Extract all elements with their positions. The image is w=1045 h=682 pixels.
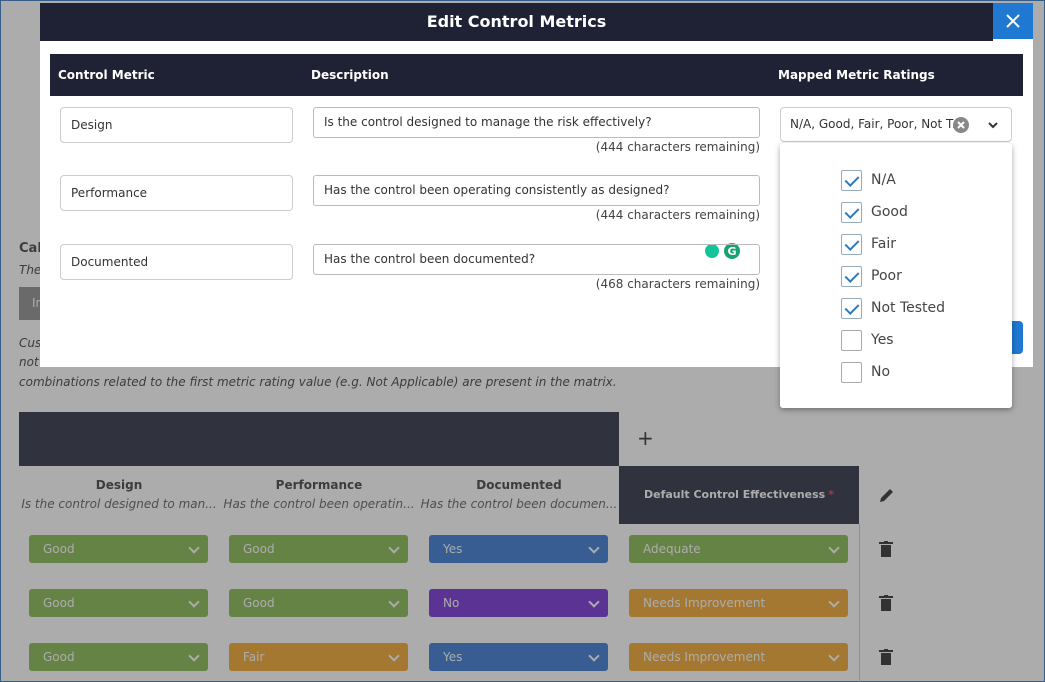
metric-input[interactable]: Performance bbox=[60, 175, 293, 211]
checkbox[interactable] bbox=[841, 330, 862, 351]
trash-icon bbox=[879, 595, 893, 611]
metric-input[interactable]: Documented bbox=[60, 244, 293, 280]
modal-title: Edit Control Metrics bbox=[40, 3, 993, 41]
trash-icon bbox=[879, 541, 893, 557]
rating-select[interactable]: Needs Improvement bbox=[629, 643, 848, 671]
description-textarea[interactable]: Is the control designed to manage the ri… bbox=[313, 107, 760, 138]
grammarly-icons: G bbox=[705, 243, 740, 259]
rating-select[interactable]: Good bbox=[29, 535, 208, 563]
ratings-select[interactable]: N/A, Good, Fair, Poor, Not T... bbox=[780, 107, 1012, 142]
delete-button[interactable] bbox=[879, 649, 893, 665]
checkbox[interactable] bbox=[841, 298, 862, 319]
label: Default Control Effectiveness bbox=[643, 488, 826, 501]
rating-select[interactable]: Good bbox=[29, 643, 208, 671]
clear-icon[interactable] bbox=[952, 116, 970, 134]
rating-select[interactable]: Adequate bbox=[629, 535, 848, 563]
column-description: Has the control been operatin... bbox=[223, 497, 415, 511]
option-label[interactable]: N/A bbox=[871, 172, 896, 188]
text-fragment: Cal bbox=[19, 241, 42, 256]
close-button[interactable] bbox=[993, 3, 1033, 39]
text-fragment: The bbox=[19, 263, 42, 277]
default-column-header bbox=[619, 466, 859, 524]
checkbox[interactable] bbox=[841, 170, 862, 191]
rating-select[interactable]: Yes bbox=[429, 643, 608, 671]
column-description: Is the control designed to man... bbox=[21, 497, 217, 511]
column-header: Description bbox=[311, 68, 389, 82]
checkbox[interactable] bbox=[841, 234, 862, 255]
column-name: Design bbox=[95, 478, 143, 492]
rating-select[interactable]: No bbox=[429, 589, 608, 617]
table-header: Control Metric Description Mapped Metric R… bbox=[50, 54, 1023, 96]
text-fragment: not bbox=[19, 355, 39, 369]
delete-button[interactable] bbox=[879, 595, 893, 611]
divider bbox=[859, 524, 860, 682]
characters-remaining: (444 characters remaining) bbox=[595, 208, 760, 222]
column-description: Has the control been documen... bbox=[420, 497, 618, 511]
rating-select[interactable]: Good bbox=[229, 589, 408, 617]
svg-text:G: G bbox=[727, 245, 736, 258]
edit-icon[interactable] bbox=[878, 486, 896, 504]
text-fragment: In bbox=[32, 296, 44, 310]
add-button[interactable]: + bbox=[637, 426, 654, 450]
text-fragment: Cus bbox=[19, 336, 42, 350]
checkbox[interactable] bbox=[841, 202, 862, 223]
required-mark: * bbox=[828, 488, 834, 501]
checkbox[interactable] bbox=[841, 362, 862, 383]
metric-input[interactable]: Design bbox=[60, 107, 293, 143]
option-label[interactable]: Not Tested bbox=[871, 300, 946, 316]
close-icon bbox=[1006, 14, 1020, 28]
option-label[interactable]: Fair bbox=[871, 236, 896, 252]
option-label[interactable]: Good bbox=[871, 204, 908, 220]
description-textarea[interactable]: Has the control been operating consisten… bbox=[313, 175, 760, 206]
column-name: Documented bbox=[476, 478, 562, 492]
column-header: Mapped Metric Ratings bbox=[778, 68, 935, 82]
rating-select[interactable]: Good bbox=[229, 535, 408, 563]
matrix-header bbox=[19, 412, 619, 466]
note: combinations related to the first metric… bbox=[19, 375, 617, 389]
option-label[interactable]: Poor bbox=[871, 268, 902, 284]
column-header: Control Metric bbox=[58, 68, 155, 82]
ratings-selected: N/A, Good, Fair, Poor, Not T... bbox=[790, 117, 964, 131]
default-column-name: Default Control Effectiveness * bbox=[619, 488, 859, 501]
column-name: Performance bbox=[275, 478, 363, 492]
rating-select[interactable]: Needs Improvement bbox=[629, 589, 848, 617]
rating-select[interactable]: Good bbox=[29, 589, 208, 617]
characters-remaining: (444 characters remaining) bbox=[595, 140, 760, 154]
description-textarea[interactable]: Has the control been documented? bbox=[313, 244, 760, 275]
delete-button[interactable] bbox=[879, 541, 893, 557]
checkbox[interactable] bbox=[841, 266, 862, 287]
rating-select[interactable]: Yes bbox=[429, 535, 608, 563]
rating-select[interactable]: Fair bbox=[229, 643, 408, 671]
chevron-icon bbox=[988, 122, 998, 129]
trash-icon bbox=[879, 649, 893, 665]
option-label[interactable]: Yes bbox=[871, 332, 894, 348]
option-label[interactable]: No bbox=[871, 364, 891, 380]
characters-remaining: (468 characters remaining) bbox=[595, 277, 760, 291]
ratings-dropdown: N/A Good Fair Poor Not Tested Yes No bbox=[780, 143, 1012, 408]
